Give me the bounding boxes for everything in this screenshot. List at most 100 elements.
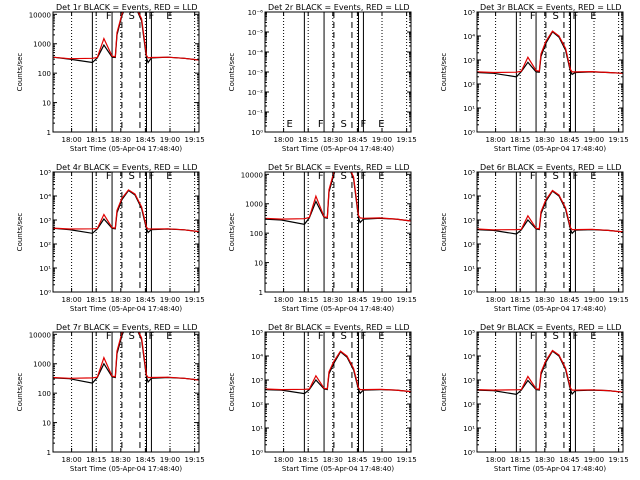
y-tick-label: 10⁰	[463, 129, 475, 137]
y-axis-label: Counts/sec	[228, 213, 236, 252]
x-tick-label: 18:00	[485, 136, 505, 144]
x-axis-label: Start Time (05-Apr-04 17:48:40)	[494, 305, 606, 313]
x-axis-label: Start Time (05-Apr-04 17:48:40)	[494, 465, 606, 473]
attenuator-state-label: E	[286, 119, 292, 130]
attenuator-state-label: F	[149, 331, 155, 342]
attenuator-state-label: S	[129, 11, 135, 22]
x-axis-label: Start Time (05-Apr-04 17:48:40)	[70, 145, 182, 153]
attenuator-state-label: F	[106, 331, 112, 342]
lld-series-line	[477, 30, 623, 74]
lld-series-line	[53, 12, 199, 61]
y-tick-label: 10	[42, 100, 51, 108]
x-tick-label: 18:15	[298, 296, 318, 304]
x-tick-label: 19:15	[609, 136, 629, 144]
events-series-line	[265, 172, 411, 225]
y-tick-label: 10⁻¹	[248, 109, 264, 117]
y-tick-label: 10²	[251, 401, 263, 409]
x-tick-label: 18:30	[111, 136, 131, 144]
x-tick-label: 19:15	[185, 136, 205, 144]
y-tick-label: 10⁴	[463, 353, 475, 361]
x-tick-label: 19:15	[185, 456, 205, 464]
attenuator-state-label: F	[530, 11, 536, 22]
y-tick-label: 10¹	[463, 265, 475, 273]
attenuator-state-label: S	[553, 171, 559, 182]
x-tick-label: 18:30	[535, 136, 555, 144]
x-axis-label: Start Time (05-Apr-04 17:48:40)	[282, 465, 394, 473]
det-6r-title: Det 6r BLACK = Events, RED = LLD	[480, 163, 622, 172]
attenuator-state-label: F	[573, 171, 579, 182]
y-tick-label: 10⁻²	[248, 89, 264, 97]
x-axis-label: Start Time (05-Apr-04 17:48:40)	[282, 145, 394, 153]
y-tick-label: 10⁵	[39, 169, 51, 177]
y-tick-label: 10³	[251, 377, 263, 385]
det-8r-plot-frame	[264, 331, 412, 453]
lld-series-line	[265, 172, 411, 222]
y-tick-label: 10000	[29, 11, 51, 19]
x-axis-label: Start Time (05-Apr-04 17:48:40)	[282, 305, 394, 313]
x-tick-label: 19:00	[584, 136, 604, 144]
attenuator-state-label: E	[378, 119, 384, 130]
y-tick-label: 10⁰	[463, 289, 475, 297]
attenuator-state-label: E	[590, 171, 596, 182]
attenuator-state-label: E	[166, 11, 172, 22]
attenuator-state-label: S	[129, 331, 135, 342]
y-tick-label: 1000	[245, 201, 263, 209]
y-axis-label: Counts/sec	[440, 53, 448, 92]
lld-series-line	[477, 189, 623, 233]
y-tick-label: 10⁴	[39, 193, 51, 201]
attenuator-state-label: F	[530, 331, 536, 342]
y-tick-label: 100	[38, 390, 51, 398]
x-tick-label: 19:00	[372, 136, 392, 144]
attenuator-state-label: E	[590, 11, 596, 22]
x-tick-label: 18:00	[61, 296, 81, 304]
attenuator-state-label: F	[318, 119, 324, 130]
x-tick-label: 18:45	[559, 136, 579, 144]
det-9r-plot-frame	[476, 331, 624, 453]
x-tick-label: 18:45	[135, 456, 155, 464]
y-tick-label: 10³	[463, 377, 475, 385]
y-tick-label: 100	[38, 70, 51, 78]
lld-series-line	[477, 349, 623, 393]
attenuator-state-label: E	[378, 331, 384, 342]
attenuator-state-label: F	[318, 331, 324, 342]
x-tick-label: 19:15	[185, 296, 205, 304]
det-4r-plot-frame	[52, 171, 200, 293]
x-tick-label: 18:30	[535, 296, 555, 304]
x-tick-label: 19:15	[609, 296, 629, 304]
y-tick-label: 1	[259, 289, 263, 297]
det-4r-title: Det 4r BLACK = Events, RED = LLD	[56, 163, 198, 172]
x-tick-label: 19:00	[160, 456, 180, 464]
x-tick-label: 18:15	[510, 296, 530, 304]
y-tick-label: 10000	[241, 171, 263, 179]
det-5r-plot-frame	[264, 171, 412, 293]
events-series-line	[53, 189, 199, 234]
y-tick-label: 1	[47, 129, 51, 137]
x-tick-label: 18:45	[559, 296, 579, 304]
x-tick-label: 19:15	[397, 296, 417, 304]
y-tick-label: 10⁰	[463, 449, 475, 457]
events-series-line	[477, 30, 623, 78]
attenuator-state-label: E	[378, 171, 384, 182]
events-series-line	[477, 350, 623, 396]
y-tick-label: 10⁵	[463, 9, 475, 17]
attenuator-state-label: F	[361, 331, 367, 342]
y-tick-label: 10²	[463, 401, 475, 409]
attenuator-state-label: S	[129, 171, 135, 182]
x-tick-label: 18:15	[86, 456, 106, 464]
x-tick-label: 18:30	[111, 296, 131, 304]
y-tick-label: 10⁵	[463, 169, 475, 177]
x-tick-label: 19:00	[584, 296, 604, 304]
det-2r-plot-frame	[264, 11, 412, 133]
x-tick-label: 19:00	[160, 296, 180, 304]
y-tick-label: 10⁻⁴	[248, 49, 264, 57]
x-tick-label: 18:15	[86, 296, 106, 304]
y-tick-label: 10⁴	[463, 33, 475, 41]
x-tick-label: 18:45	[559, 456, 579, 464]
x-tick-label: 19:00	[372, 456, 392, 464]
x-tick-label: 18:30	[323, 456, 343, 464]
